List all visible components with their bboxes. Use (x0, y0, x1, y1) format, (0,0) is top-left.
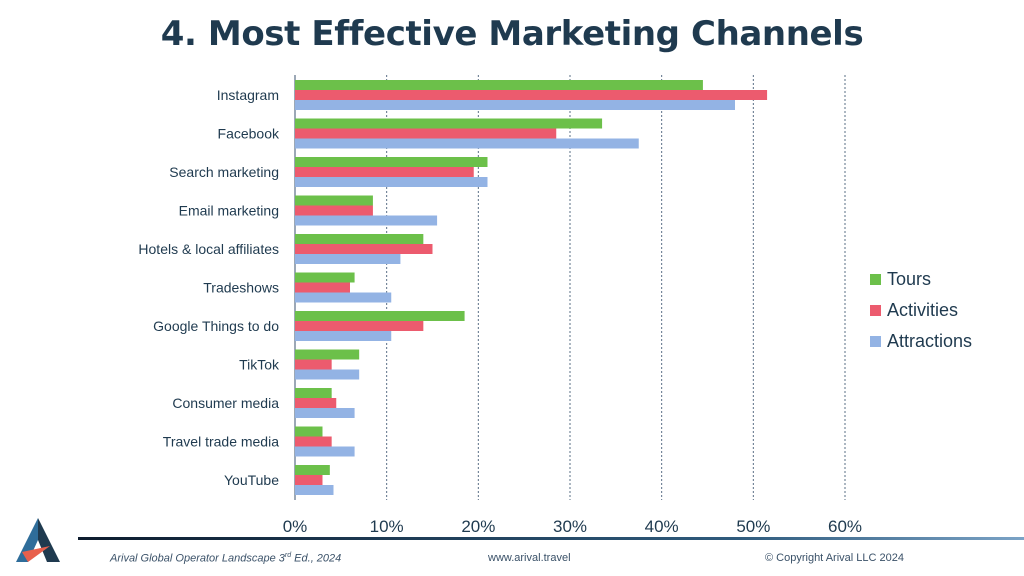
bar-activities (295, 436, 332, 447)
bar-tours (295, 118, 603, 129)
legend-label-tours: Tours (887, 269, 932, 289)
category-label: TikTok (239, 357, 280, 373)
legend-item-activities[interactable]: Activities (870, 295, 972, 326)
bar-attractions (295, 254, 401, 264)
legend-swatch-attractions (870, 336, 881, 347)
chart-title: 4. Most Effective Marketing Channels (160, 14, 864, 54)
bar-tours (295, 157, 488, 167)
x-tick-label: 10% (370, 517, 404, 536)
footer-website-link[interactable]: www.arival.travel (488, 552, 571, 564)
x-tick-label: 60% (828, 517, 862, 536)
footer-divider (78, 537, 1024, 540)
bar-attractions (295, 138, 639, 149)
bar-attractions (295, 369, 360, 380)
category-label: Search marketing (169, 164, 279, 180)
bar-activities (295, 205, 373, 216)
bar-attractions (295, 215, 438, 226)
bar-attractions (295, 408, 355, 418)
bar-attractions (295, 331, 392, 341)
category-label: Travel trade media (163, 434, 279, 450)
bars (295, 80, 768, 495)
legend-label-attractions: Attractions (887, 331, 973, 351)
legend: Tours Activities Attractions (870, 264, 972, 357)
category-label: Consumer media (172, 395, 279, 411)
category-label: Email marketing (179, 203, 279, 219)
legend-item-attractions[interactable]: Attractions (870, 326, 972, 357)
x-tick-labels: 0% 10% 20% 30% 40% 50% 60% (283, 517, 862, 536)
bar-attractions (295, 485, 334, 495)
bar-activities (295, 321, 424, 331)
bar-activities (295, 167, 474, 177)
bar-tours (295, 426, 323, 437)
bar-activities (295, 475, 323, 485)
footer-source: Arival Global Operator Landscape 3rd Ed.… (110, 552, 342, 565)
bar-tours (295, 311, 465, 321)
category-labels: Instagram Facebook Search marketing Email m… (138, 87, 280, 488)
bar-tours (295, 465, 330, 475)
category-label: Facebook (218, 126, 280, 142)
arival-logo-icon (16, 518, 60, 562)
category-label: YouTube (224, 472, 279, 488)
category-label: Google Things to do (153, 318, 279, 334)
bar-tours (295, 195, 373, 206)
bar-attractions (295, 292, 392, 303)
legend-label-activities: Activities (887, 300, 959, 320)
bar-activities (295, 90, 768, 100)
category-label: Tradeshows (203, 280, 279, 296)
footer-copyright: © Copyright Arival LLC 2024 (765, 552, 904, 564)
bar-tours (295, 234, 424, 244)
bar-activities (295, 128, 557, 139)
bar-tours (295, 349, 360, 360)
category-label: Hotels & local affiliates (138, 241, 279, 257)
bar-tours (295, 80, 703, 90)
bar-attractions (295, 446, 355, 457)
bar-activities (295, 244, 433, 254)
legend-swatch-tours (870, 274, 881, 285)
legend-item-tours[interactable]: Tours (870, 264, 972, 295)
bar-activities (295, 282, 350, 293)
x-tick-label: 50% (736, 517, 770, 536)
bar-tours (295, 272, 355, 283)
x-tick-label: 20% (461, 517, 495, 536)
category-label: Instagram (217, 87, 279, 103)
bar-activities (295, 359, 332, 370)
x-tick-label: 40% (645, 517, 679, 536)
bar-activities (295, 398, 337, 408)
legend-swatch-activities (870, 305, 881, 316)
bar-attractions (295, 177, 488, 187)
x-tick-label: 30% (553, 517, 587, 536)
x-tick-label: 0% (283, 517, 308, 536)
bar-attractions (295, 100, 735, 110)
bar-tours (295, 388, 332, 398)
